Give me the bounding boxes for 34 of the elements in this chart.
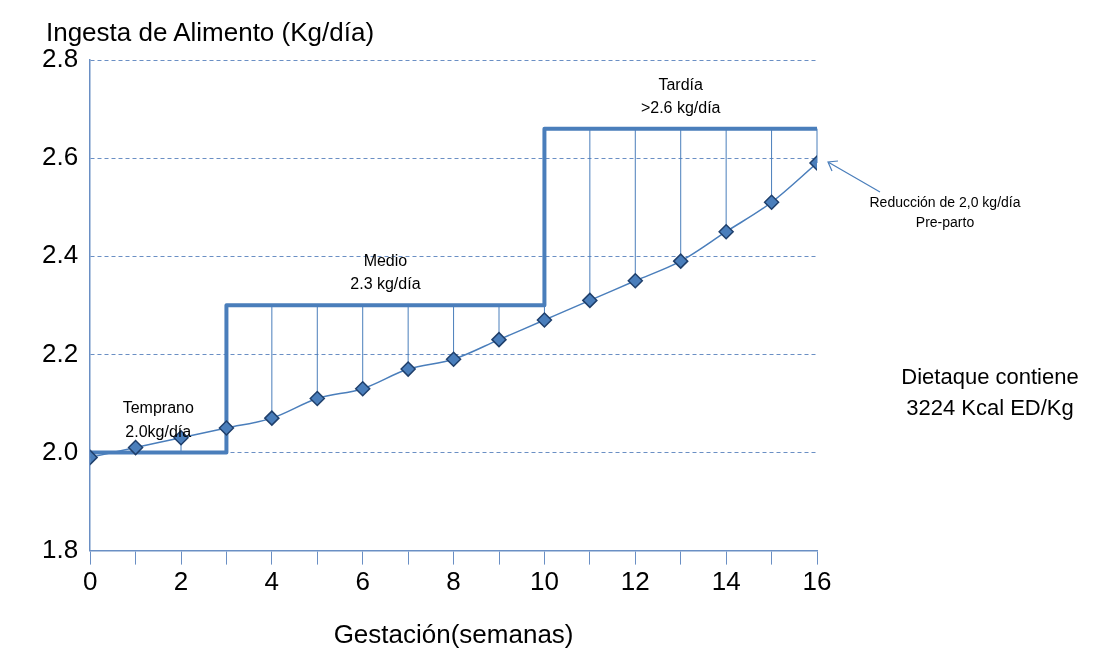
text: Dietaque contiene 3224 Kcal ED/Kg xyxy=(901,362,1079,423)
annotation: Temprano 2.0kg/día xyxy=(122,398,194,442)
point xyxy=(445,351,462,368)
point xyxy=(127,439,144,456)
y-tick-label: 2.6 xyxy=(41,141,79,172)
point xyxy=(354,380,371,397)
y-tick-label: 2.2 xyxy=(41,337,79,368)
point xyxy=(309,390,326,407)
x-axis-title: Gestación(semanas) xyxy=(333,618,574,649)
x-tick-label: 2 xyxy=(173,566,189,597)
x-tick-label: 0 xyxy=(82,566,98,597)
y-tick-label: 2.4 xyxy=(41,239,79,270)
point xyxy=(491,331,507,348)
point xyxy=(264,410,280,426)
point xyxy=(400,361,416,377)
point xyxy=(718,223,734,240)
x-tick-label: 10 xyxy=(529,566,559,597)
annotation: Tardía >2.6 kg/día xyxy=(640,74,721,118)
x-tick-label: 16 xyxy=(802,566,832,597)
point xyxy=(627,273,644,289)
point xyxy=(218,420,235,436)
point xyxy=(582,292,598,309)
point xyxy=(672,253,689,269)
y-tick-label: 2.0 xyxy=(41,435,79,466)
x-tick-label: 8 xyxy=(446,566,461,597)
point xyxy=(536,312,553,328)
text: Reducción de 2,0 kg/día Pre-parto xyxy=(869,193,1021,233)
x-tick-label: 12 xyxy=(620,566,650,597)
y-tick-label: 1.8 xyxy=(41,533,79,564)
point xyxy=(763,194,780,211)
x-tick-label: 6 xyxy=(355,566,370,597)
x-tick-label: 14 xyxy=(711,566,741,597)
x-tick-label: 4 xyxy=(264,566,280,597)
annotation: Medio 2.3 kg/día xyxy=(350,251,421,295)
